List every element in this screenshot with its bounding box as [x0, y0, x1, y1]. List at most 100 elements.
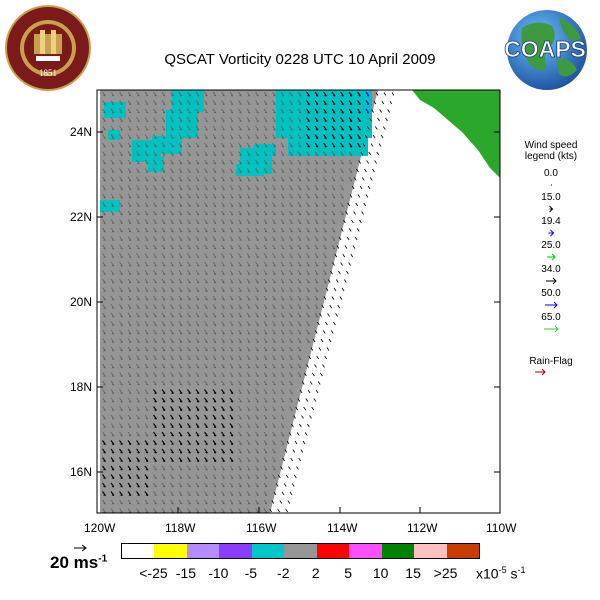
wind-vector: [297, 176, 302, 182]
wind-vector: [195, 457, 200, 463]
wind-vector: [144, 338, 149, 343]
wind-vector: [144, 159, 149, 165]
edge-wind-vector: [299, 389, 303, 394]
edge-wind-vector: [281, 491, 285, 496]
wind-vector: [246, 295, 251, 301]
wind-vector: [212, 202, 217, 207]
wind-vector: [110, 397, 115, 403]
wind-vector: [153, 193, 157, 199]
edge-wind-vector: [387, 109, 390, 113]
wind-vector: [229, 151, 234, 156]
wind-vector: [272, 202, 276, 207]
wind-vector: [246, 125, 251, 131]
wind-vector: [102, 346, 106, 352]
wind-vector: [246, 406, 251, 411]
wind-vector: [238, 406, 242, 411]
wind-vector: [204, 134, 208, 139]
wind-vector: [178, 261, 183, 267]
wind-vector: [204, 117, 208, 122]
colorbar-swatch: [414, 544, 447, 558]
wind-vector: [272, 168, 276, 173]
wind-vector: [102, 406, 106, 411]
wind-vector: [246, 482, 251, 488]
wind-vector: [221, 499, 225, 505]
wind-vector: [221, 440, 225, 446]
wind-vector: [331, 151, 336, 156]
wind-vector: [187, 440, 191, 446]
wind-vector: [127, 431, 132, 437]
wind-vector: [221, 304, 225, 309]
wind-vector: [255, 304, 259, 309]
wind-vector: [272, 465, 276, 471]
colorbar-unit-s-exp: -1: [517, 565, 526, 575]
wind-vector: [331, 202, 336, 207]
wind-vector: [144, 295, 149, 301]
scale-exp: -1: [98, 553, 108, 565]
wind-vector: [178, 465, 183, 471]
edge-wind-vector: [359, 185, 363, 190]
wind-vector: [297, 338, 302, 343]
wind-vector: [255, 414, 259, 420]
edge-wind-vector: [291, 483, 295, 487]
wind-vector: [297, 287, 302, 292]
wind-vector: [238, 168, 242, 173]
wind-vector: [170, 474, 174, 479]
wind-vector: [170, 117, 174, 122]
wind-vector: [272, 185, 276, 190]
wind-vector: [161, 176, 166, 182]
wind-vector: [314, 219, 319, 224]
wind-vector: [136, 117, 140, 122]
wind-vector: [314, 134, 319, 140]
wind-vector: [238, 329, 242, 335]
wind-vector: [161, 363, 166, 369]
wind-vector: [102, 142, 106, 148]
wind-vector: [246, 253, 251, 258]
wind-vector: [212, 499, 217, 505]
wind-vector: [221, 125, 225, 131]
wind-vector: [221, 142, 225, 148]
wind-vector: [314, 304, 319, 309]
wind-vector: [263, 346, 268, 352]
wind-vector: [289, 134, 293, 139]
edge-wind-vector: [353, 211, 356, 215]
wind-vector: [297, 346, 302, 352]
rain-flag-label: Rain-Flag: [529, 356, 573, 367]
wind-vector: [144, 423, 149, 428]
wind-vector: [229, 491, 234, 496]
wind-vector: [195, 185, 200, 190]
wind-vector: [187, 295, 191, 301]
wind-vector: [314, 125, 319, 131]
wind-vector: [263, 295, 268, 301]
wind-vector: [314, 117, 319, 123]
wind-vector: [178, 193, 183, 199]
wind-legend-label: 15.0: [541, 192, 561, 203]
wind-vector: [289, 397, 293, 403]
wind-vector: [272, 176, 276, 182]
wind-vector: [178, 491, 183, 496]
wind-vector: [221, 431, 225, 437]
wind-vector: [204, 91, 208, 97]
wind-vector: [340, 108, 344, 114]
wind-vector: [144, 287, 149, 292]
wind-vector: [144, 236, 149, 241]
edge-wind-vector: [355, 202, 359, 207]
wind-vector: [289, 202, 293, 207]
wind-vector: [255, 482, 259, 488]
wind-vector: [161, 210, 166, 216]
wind-vector: [110, 295, 115, 301]
wind-vector: [178, 270, 183, 275]
wind-vector: [153, 202, 157, 207]
wind-vector: [255, 253, 259, 258]
map-title: QSCAT Vorticity 0228 UTC 10 April 2009: [164, 51, 436, 68]
wind-vector: [314, 193, 319, 199]
wind-vector: [187, 414, 191, 420]
wind-vector: [127, 244, 132, 250]
wind-vector: [306, 125, 310, 131]
wind-vector: [246, 176, 251, 182]
wind-vector: [187, 389, 191, 395]
wind-vector: [212, 414, 217, 420]
wind-vector: [263, 355, 268, 360]
wind-vector: [170, 108, 174, 114]
wind-vector: [306, 168, 310, 173]
wind-vector: [229, 431, 234, 437]
